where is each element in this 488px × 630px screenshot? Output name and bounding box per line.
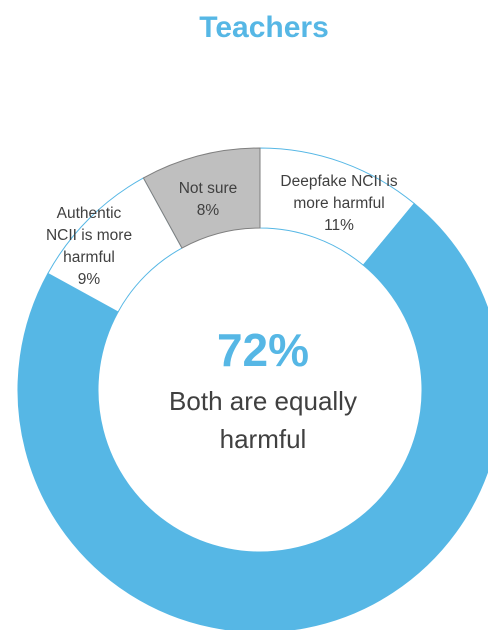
slice-name-label: Authentic — [57, 205, 122, 222]
center-callout: 72% Both are equally harmful — [169, 324, 357, 454]
chart-title: Teachers — [199, 11, 329, 44]
slice-name-label: more harmful — [293, 195, 384, 212]
slice-name-label: harmful — [63, 249, 115, 266]
slice-not-sure — [142, 147, 261, 249]
center-name-label: Both are equally — [169, 386, 357, 416]
slice-labels: Authentic NCII is more harmful 9% Not sure 8%… — [46, 173, 398, 288]
slice-name-label: Not sure — [179, 180, 238, 197]
donut-slices — [17, 147, 488, 630]
slice-value-label: 8% — [197, 202, 220, 219]
slice-value-label: 11% — [324, 217, 354, 234]
center-name-label: harmful — [220, 424, 307, 454]
slice-name-label: Deepfake NCII is — [280, 173, 397, 190]
center-value-label: 72% — [217, 324, 309, 376]
slice-value-label: 9% — [78, 271, 101, 288]
slice-both-are-equally-harmful — [17, 202, 488, 630]
slice-name-label: NCII is more — [46, 227, 132, 244]
